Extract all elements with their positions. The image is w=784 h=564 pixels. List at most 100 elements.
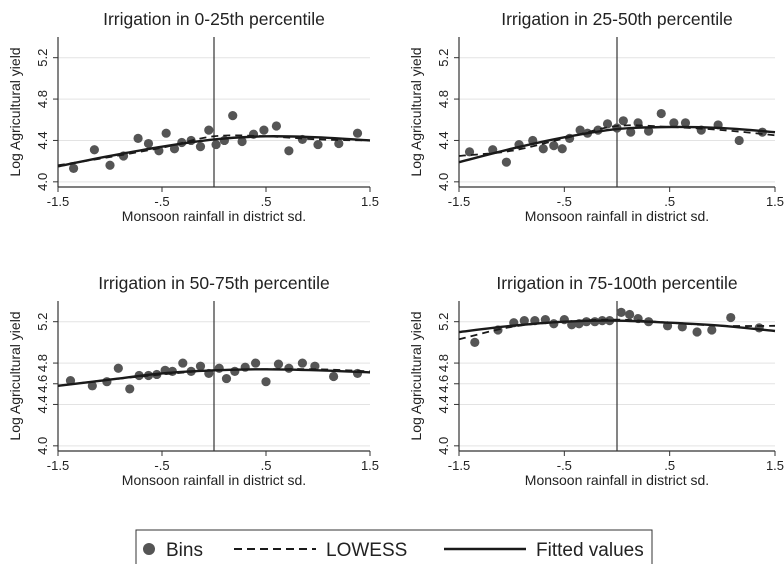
y-tick-label: 4.8 <box>436 354 451 372</box>
fitted-values-line <box>57 135 371 168</box>
chart-panel-3: Irrigation in 50-75th percentile 4.0 4.4 4.… <box>7 273 379 488</box>
bin-point <box>575 125 585 135</box>
y-tick-label: 4.6 <box>436 375 451 393</box>
bin-point <box>169 144 180 154</box>
y-tick-label: 5.2 <box>436 49 451 67</box>
y-tick-label: 4.8 <box>436 90 451 108</box>
y-axis-label: Log Agricultural yield <box>7 311 23 440</box>
bin-point <box>626 127 636 137</box>
bin-point <box>334 138 344 149</box>
bin-point <box>616 307 626 317</box>
bin-point <box>644 126 654 136</box>
x-tick-label: .5 <box>664 458 675 473</box>
bin-point <box>221 373 232 384</box>
y-tick-label: 4.0 <box>436 173 451 191</box>
bin-point <box>113 363 123 373</box>
bin-point <box>237 136 247 147</box>
bin-point <box>549 319 559 329</box>
bin-point <box>618 116 628 126</box>
bin-point <box>214 363 224 373</box>
bin-point <box>204 125 214 135</box>
legend-bins-marker <box>143 543 155 555</box>
fitted-values-line <box>458 319 776 334</box>
y-tick-label: 4.0 <box>436 437 451 455</box>
bin-point <box>230 366 240 376</box>
bin-point <box>259 125 269 135</box>
y-axis-label: Log Agricultural yield <box>408 47 424 176</box>
y-tick-label: 4.6 <box>35 375 50 393</box>
y-tick-label: 4.0 <box>35 173 50 191</box>
y-tick-label: 4.4 <box>436 395 451 413</box>
x-tick-label: -1.5 <box>448 194 470 209</box>
bin-point <box>519 316 529 326</box>
x-axis-label: Monsoon rainfall in district sd. <box>122 472 306 488</box>
panel-title: Irrigation in 0-25th percentile <box>103 9 325 29</box>
x-tick-label: -1.5 <box>448 458 470 473</box>
bin-point <box>297 358 307 368</box>
bin-point <box>178 358 188 368</box>
legend-fitted-label: Fitted values <box>536 540 644 561</box>
bin-point <box>261 377 271 387</box>
y-tick-label: 5.2 <box>35 313 50 331</box>
bin-point <box>549 141 559 151</box>
x-tick-label: -.5 <box>154 194 169 209</box>
panel-title: Irrigation in 75-100th percentile <box>496 273 737 293</box>
x-axis-label: Monsoon rainfall in district sd. <box>122 208 306 224</box>
x-tick-label: 1.5 <box>766 458 784 473</box>
bin-point <box>273 359 284 369</box>
y-axis-label: Log Agricultural yield <box>408 311 424 440</box>
y-tick-label: 4.8 <box>35 90 50 108</box>
panel-title: Irrigation in 25-50th percentile <box>501 9 733 29</box>
fitted-values-line <box>458 125 776 164</box>
bin-point <box>195 361 206 371</box>
x-tick-label: 1.5 <box>361 194 379 209</box>
bin-point <box>87 381 97 391</box>
bin-point <box>105 160 115 170</box>
y-tick-label: 5.2 <box>35 49 50 67</box>
legend: Bins LOWESS Fitted values <box>135 529 653 564</box>
bin-point <box>89 145 99 155</box>
y-tick-label: 4.0 <box>35 437 50 455</box>
bin-point <box>161 128 171 138</box>
y-tick-label: 4.4 <box>436 131 451 149</box>
bin-point <box>501 157 511 167</box>
chart-panels: Irrigation in 0-25th percentile 4.0 4.4 4.8… <box>7 9 784 488</box>
bin-point <box>726 312 736 323</box>
lowess-line <box>458 124 776 157</box>
legend-box <box>135 529 653 564</box>
y-tick-label: 4.4 <box>35 395 50 413</box>
bin-point <box>625 309 635 320</box>
x-tick-label: .5 <box>664 194 675 209</box>
fitted-values-line <box>57 368 371 388</box>
bin-point <box>692 327 702 337</box>
bin-point <box>211 139 221 150</box>
x-tick-label: -.5 <box>557 458 572 473</box>
x-axis-label: Monsoon rainfall in district sd. <box>525 472 709 488</box>
y-tick-label: 4.8 <box>35 354 50 372</box>
bin-point <box>271 121 281 131</box>
bin-point <box>133 133 143 143</box>
bin-point <box>228 111 238 121</box>
y-axis-label: Log Agricultural yield <box>7 47 23 176</box>
bin-point <box>680 118 691 128</box>
bin-point <box>195 142 206 152</box>
x-tick-label: .5 <box>261 458 272 473</box>
bin-point <box>313 139 323 150</box>
x-tick-label: 1.5 <box>766 194 784 209</box>
x-axis-label: Monsoon rainfall in district sd. <box>525 208 709 224</box>
bin-point <box>707 325 717 335</box>
bin-point <box>352 128 363 138</box>
bins-points <box>464 108 767 167</box>
bin-point <box>734 135 744 146</box>
bin-point <box>669 118 679 128</box>
bin-point <box>251 358 261 368</box>
x-tick-label: 1.5 <box>361 458 379 473</box>
panel-title: Irrigation in 50-75th percentile <box>98 273 330 293</box>
x-tick-label: -1.5 <box>47 458 69 473</box>
x-tick-label: .5 <box>261 194 272 209</box>
bin-point <box>602 119 613 129</box>
bins-points <box>69 111 363 173</box>
y-tick-label: 4.4 <box>35 131 50 149</box>
bin-point <box>143 138 154 149</box>
